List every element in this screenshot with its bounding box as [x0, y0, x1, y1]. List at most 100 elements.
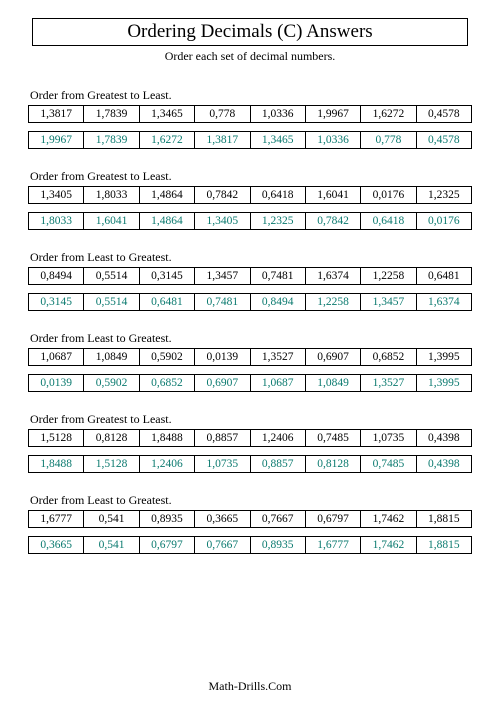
given-cell: 1,0735	[361, 429, 416, 447]
problem-set: Order from Least to Greatest.0,84940,551…	[28, 250, 472, 311]
answer-cell: 1,6041	[84, 212, 139, 230]
answer-cell: 0,541	[84, 536, 139, 554]
answer-cell: 0,4398	[417, 455, 472, 473]
answer-row: 1,84881,51281,24061,07350,88570,81280,74…	[28, 455, 472, 473]
given-cell: 1,8033	[84, 186, 139, 204]
answer-row: 0,36650,5410,67970,76670,89351,67771,746…	[28, 536, 472, 554]
given-cell: 1,3817	[29, 105, 84, 123]
answer-cell: 0,7481	[195, 293, 250, 311]
answer-cell: 0,7842	[306, 212, 361, 230]
answer-cell: 1,4864	[140, 212, 195, 230]
answer-cell: 1,0849	[306, 374, 361, 392]
answer-cell: 1,7839	[84, 131, 139, 149]
answer-cell: 1,7462	[361, 536, 416, 554]
given-cell: 1,2258	[361, 267, 416, 285]
problem-set: Order from Greatest to Least.1,38171,783…	[28, 88, 472, 149]
answer-cell: 0,8935	[251, 536, 306, 554]
answer-cell: 1,0336	[306, 131, 361, 149]
answer-cell: 0,8494	[251, 293, 306, 311]
answer-cell: 0,5514	[84, 293, 139, 311]
given-cell: 0,5514	[84, 267, 139, 285]
given-cell: 0,6907	[306, 348, 361, 366]
answer-cell: 1,9967	[29, 131, 84, 149]
given-cell: 1,4864	[140, 186, 195, 204]
given-cell: 1,9967	[306, 105, 361, 123]
given-cell: 0,7485	[306, 429, 361, 447]
given-cell: 0,7667	[251, 510, 306, 528]
given-cell: 0,541	[84, 510, 139, 528]
worksheet-page: Ordering Decimals (C) Answers Order each…	[0, 0, 500, 708]
given-cell: 1,3405	[29, 186, 84, 204]
answer-row: 1,99671,78391,62721,38171,34651,03360,77…	[28, 131, 472, 149]
given-cell: 1,5128	[29, 429, 84, 447]
given-cell: 1,2406	[251, 429, 306, 447]
answer-cell: 0,4578	[417, 131, 472, 149]
footer-text: Math-Drills.Com	[28, 679, 472, 698]
given-cell: 1,3995	[417, 348, 472, 366]
given-cell: 1,3527	[251, 348, 306, 366]
given-cell: 0,4398	[417, 429, 472, 447]
answer-cell: 1,2325	[251, 212, 306, 230]
answer-cell: 1,0687	[251, 374, 306, 392]
given-cell: 0,8128	[84, 429, 139, 447]
given-cell: 0,0176	[361, 186, 416, 204]
given-cell: 0,6852	[361, 348, 416, 366]
instruction-text: Order from Least to Greatest.	[30, 493, 472, 508]
given-cell: 0,6418	[251, 186, 306, 204]
answer-cell: 0,6852	[140, 374, 195, 392]
answer-cell: 0,8128	[306, 455, 361, 473]
given-cell: 0,778	[195, 105, 250, 123]
answer-cell: 0,7667	[195, 536, 250, 554]
given-cell: 1,2325	[417, 186, 472, 204]
given-cell: 1,8815	[417, 510, 472, 528]
answer-cell: 0,6418	[361, 212, 416, 230]
answer-cell: 1,6777	[306, 536, 361, 554]
given-cell: 0,0139	[195, 348, 250, 366]
page-subtitle: Order each set of decimal numbers.	[28, 49, 472, 64]
answer-cell: 0,3145	[29, 293, 84, 311]
answer-cell: 1,6374	[417, 293, 472, 311]
given-cell: 1,3465	[140, 105, 195, 123]
given-row: 1,38171,78391,34650,7781,03361,99671,627…	[28, 105, 472, 123]
answer-cell: 0,778	[361, 131, 416, 149]
problem-set: Order from Greatest to Least. 1,34051,803…	[28, 169, 472, 230]
answer-cell: 1,3817	[195, 131, 250, 149]
given-row: 0,84940,55140,31451,34570,74811,63741,22…	[28, 267, 472, 285]
problem-set: Order from Least to Greatest.1,06871,084…	[28, 331, 472, 392]
given-cell: 1,0849	[84, 348, 139, 366]
given-cell: 0,7842	[195, 186, 250, 204]
given-row: 1,51280,81281,84880,88571,24060,74851,07…	[28, 429, 472, 447]
instruction-text: Order from Least to Greatest.	[30, 331, 472, 346]
answer-cell: 1,6272	[140, 131, 195, 149]
given-cell: 0,3145	[140, 267, 195, 285]
page-title: Ordering Decimals (C) Answers	[32, 18, 468, 46]
answer-cell: 1,2258	[306, 293, 361, 311]
answer-cell: 1,0735	[195, 455, 250, 473]
given-cell: 1,6777	[29, 510, 84, 528]
answer-cell: 1,8488	[29, 455, 84, 473]
given-cell: 0,8857	[195, 429, 250, 447]
answer-cell: 1,2406	[140, 455, 195, 473]
sets-container: Order from Greatest to Least.1,38171,783…	[28, 88, 472, 679]
answer-cell: 0,6907	[195, 374, 250, 392]
given-cell: 0,6481	[417, 267, 472, 285]
answer-cell: 0,3665	[29, 536, 84, 554]
answer-cell: 1,8815	[417, 536, 472, 554]
instruction-text: Order from Greatest to Least.	[30, 169, 472, 184]
instruction-text: Order from Greatest to Least.	[30, 88, 472, 103]
given-row: 1,67770,5410,89350,36650,76670,67971,746…	[28, 510, 472, 528]
given-row: 1,34051,80331,48640,78420,64181,60410,01…	[28, 186, 472, 204]
given-cell: 1,6041	[306, 186, 361, 204]
answer-cell: 1,3527	[361, 374, 416, 392]
answer-row: 0,31450,55140,64810,74810,84941,22581,34…	[28, 293, 472, 311]
given-cell: 1,7839	[84, 105, 139, 123]
given-cell: 1,0687	[29, 348, 84, 366]
given-cell: 1,3457	[195, 267, 250, 285]
given-cell: 0,6797	[306, 510, 361, 528]
instruction-text: Order from Greatest to Least.	[30, 412, 472, 427]
given-row: 1,06871,08490,59020,01391,35270,69070,68…	[28, 348, 472, 366]
given-cell: 0,8935	[140, 510, 195, 528]
given-cell: 0,8494	[29, 267, 84, 285]
given-cell: 0,4578	[417, 105, 472, 123]
given-cell: 1,6374	[306, 267, 361, 285]
